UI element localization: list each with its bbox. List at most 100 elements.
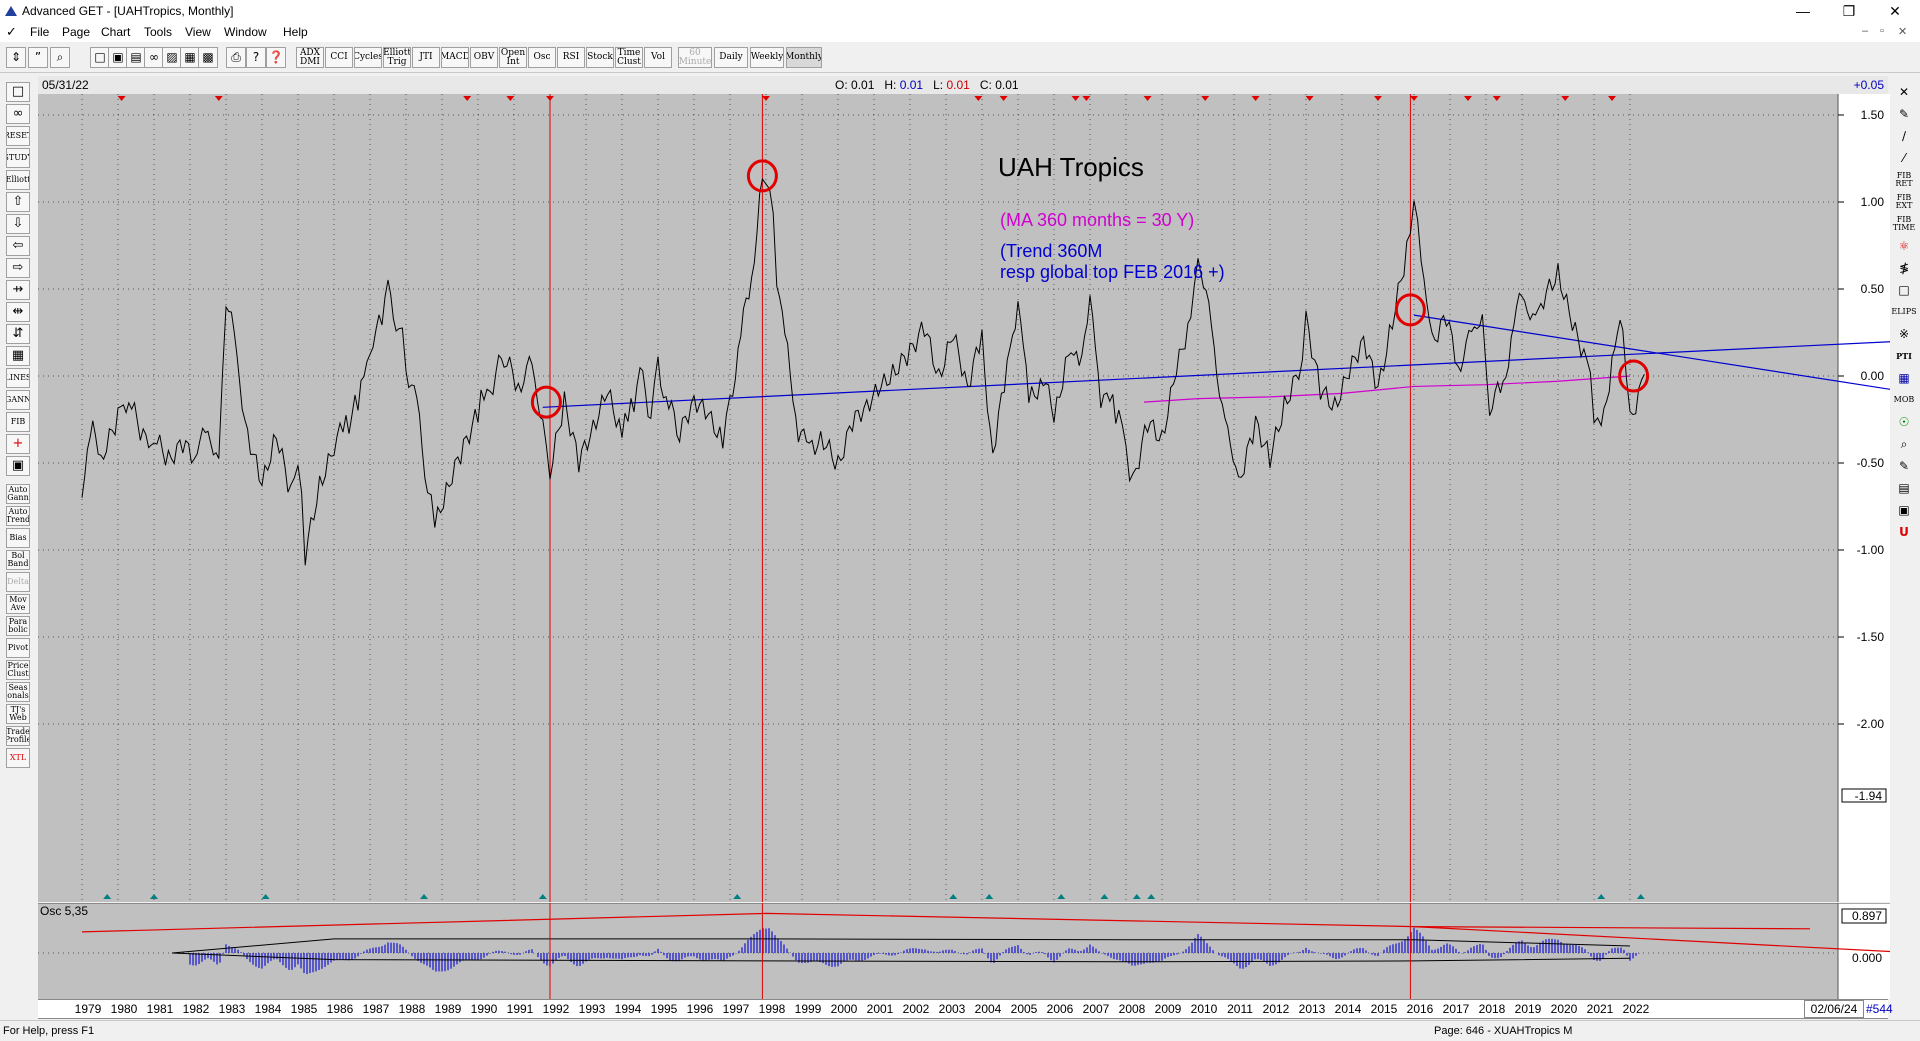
fib-button[interactable]: FIB (6, 412, 30, 432)
spiral-icon[interactable]: ⚛ (1898, 239, 1910, 253)
study-osc-button[interactable]: Osc (528, 47, 556, 68)
arrow-up-icon[interactable]: ⇧ (6, 192, 30, 212)
price-chart[interactable]: 2.001.501.000.500.00-0.50-1.00-1.50-2.00… (38, 94, 1890, 902)
magnify-icon[interactable]: ⌕ (1900, 437, 1908, 451)
grid-tool-icon[interactable]: ▦ (1898, 371, 1910, 385)
fib-time-button[interactable]: FIB TIME (1892, 215, 1916, 232)
save-icon[interactable]: ▣ (108, 47, 128, 68)
fib-ext-button[interactable]: FIB EXT (1895, 193, 1913, 210)
study-cci-button[interactable]: CCI (325, 47, 353, 68)
xtl-button[interactable]: XTL (6, 748, 30, 768)
cursor-tool-icon[interactable]: ⇕ (6, 47, 26, 68)
study-open-int-button[interactable]: Open Int (499, 47, 527, 68)
study-button[interactable]: STUDY (6, 148, 30, 168)
oscillator-chart[interactable]: 0.897 0.000 (38, 903, 1890, 999)
grid-icon[interactable]: ▦ (180, 47, 200, 68)
minimize-button[interactable]: — (1796, 3, 1810, 19)
restore-button[interactable]: ❐ (1842, 3, 1856, 19)
notes-icon[interactable]: ▣ (1898, 503, 1910, 517)
box-icon[interactable]: □ (1898, 283, 1910, 297)
close-chart-icon[interactable]: ✕ (1898, 85, 1910, 99)
magnet-icon[interactable]: U (1899, 525, 1909, 539)
auto-gann-button[interactable]: Auto Gann (6, 484, 30, 504)
open-folder-icon[interactable]: □ (6, 82, 30, 102)
pti-button[interactable]: PTI (1896, 351, 1912, 361)
calendar-icon[interactable]: ▤ (1898, 481, 1910, 495)
quote-icon[interactable]: ” (28, 47, 48, 68)
seasonals-button[interactable]: Seas onals (6, 682, 30, 702)
auto-trend-button[interactable]: Auto Trend (6, 506, 30, 526)
menu-help[interactable]: Help (283, 25, 308, 39)
menu-view[interactable]: View (185, 25, 211, 39)
pencil-icon[interactable]: ✎ (1898, 107, 1910, 121)
study-cycles-button[interactable]: Cycles (354, 47, 382, 68)
study-vol-button[interactable]: Vol (644, 47, 672, 68)
menu-chart[interactable]: Chart (101, 25, 131, 39)
study-macd-button[interactable]: MACD (441, 47, 469, 68)
mob-button[interactable]: MOB (1893, 395, 1915, 404)
parallel-lines-icon[interactable]: ※ (1898, 327, 1910, 341)
parabolic-button[interactable]: Para bolic (6, 616, 30, 636)
globe-icon[interactable]: ☉ (1898, 415, 1910, 429)
study-obv-button[interactable]: OBV (470, 47, 498, 68)
arrow-down-icon[interactable]: ⇩ (6, 214, 30, 234)
fan-icon[interactable]: ≸ (1898, 261, 1910, 275)
eraser-icon[interactable]: ✎ (1898, 459, 1910, 473)
print-icon[interactable]: ⎙ (226, 47, 246, 68)
about-icon[interactable]: ? (246, 47, 266, 68)
pivot-button[interactable]: Pivot (6, 638, 30, 658)
study-time-clust-button[interactable]: Time Clust (615, 47, 643, 68)
price-clust-button[interactable]: Price Clust (6, 660, 30, 680)
close-button[interactable]: ✕ (1889, 3, 1901, 19)
tjs-web-button[interactable]: TJ's Web (6, 704, 30, 724)
menu-window[interactable]: Window (224, 25, 267, 39)
delta-button[interactable]: Delta (6, 572, 30, 592)
bol-band-button[interactable]: Bol Band (6, 550, 30, 570)
reset-button[interactable]: RESET (6, 126, 30, 146)
document-icon[interactable]: ✓ (6, 24, 17, 39)
crosshair-icon[interactable]: + (6, 434, 30, 454)
channel-icon[interactable]: ⁄ (1902, 151, 1905, 165)
mdi-restore-button[interactable]: ▫ (1880, 25, 1884, 37)
context-help-icon[interactable]: ❓ (266, 47, 286, 68)
layout-icon[interactable]: ▩ (198, 47, 218, 68)
mdi-minimize-button[interactable]: – (1862, 25, 1869, 37)
period-60-minute-button[interactable]: 60 Minute (678, 47, 712, 68)
study-adx-button[interactable]: ADX DMI (296, 47, 324, 68)
menu-tools[interactable]: Tools (144, 25, 173, 39)
compress-horizontal-icon[interactable]: ⇸ (6, 280, 30, 300)
cycle-top-marker (546, 96, 554, 101)
study-stock-button[interactable]: Stock (586, 47, 614, 68)
link-icon[interactable]: ∞ (144, 47, 164, 68)
period-daily-button[interactable]: Daily (714, 47, 748, 68)
menu-file[interactable]: File (30, 25, 50, 39)
binoculars-icon[interactable]: ∞ (6, 104, 30, 124)
copy-icon[interactable]: ▨ (162, 47, 182, 68)
new-page-icon[interactable]: □ (90, 47, 110, 68)
study-jti-button[interactable]: JTI (412, 47, 440, 68)
elips-button[interactable]: ELIPS (1891, 307, 1917, 316)
y-tick-label: 0.00 (1861, 369, 1885, 383)
arrow-right-icon[interactable]: ⇨ (6, 258, 30, 278)
compress-vertical-icon[interactable]: ⇵ (6, 324, 30, 344)
gann-button[interactable]: GANN (6, 390, 30, 410)
arrow-left-icon[interactable]: ⇦ (6, 236, 30, 256)
period-monthly-button[interactable]: Monthly (786, 47, 822, 68)
mov-ave-button[interactable]: Mov Ave (6, 594, 30, 614)
menu-page[interactable]: Page (62, 25, 91, 39)
zoom-icon[interactable]: ⌕ (50, 47, 70, 68)
elliott-button[interactable]: Elliott (6, 170, 30, 190)
study-elliott-trig-button[interactable]: Elliott Trig (383, 47, 411, 68)
bias-button[interactable]: Bias (6, 528, 30, 548)
trade-profile-button[interactable]: Trade Profile (6, 726, 30, 746)
lines-button[interactable]: LINES (6, 368, 30, 388)
fib-ret-button[interactable]: FIB RET (1895, 171, 1913, 188)
line-draw-icon[interactable]: ∕ (1901, 129, 1907, 143)
mdi-close-button[interactable]: ✕ (1898, 26, 1908, 38)
expand-horizontal-icon[interactable]: ⇹ (6, 302, 30, 322)
period-weekly-button[interactable]: Weekly (750, 47, 784, 68)
table-icon[interactable]: ▦ (6, 346, 30, 366)
open-chart-icon[interactable]: ▤ (126, 47, 146, 68)
study-rsi-button[interactable]: RSI (557, 47, 585, 68)
snapshot-icon[interactable]: ▣ (6, 456, 30, 476)
